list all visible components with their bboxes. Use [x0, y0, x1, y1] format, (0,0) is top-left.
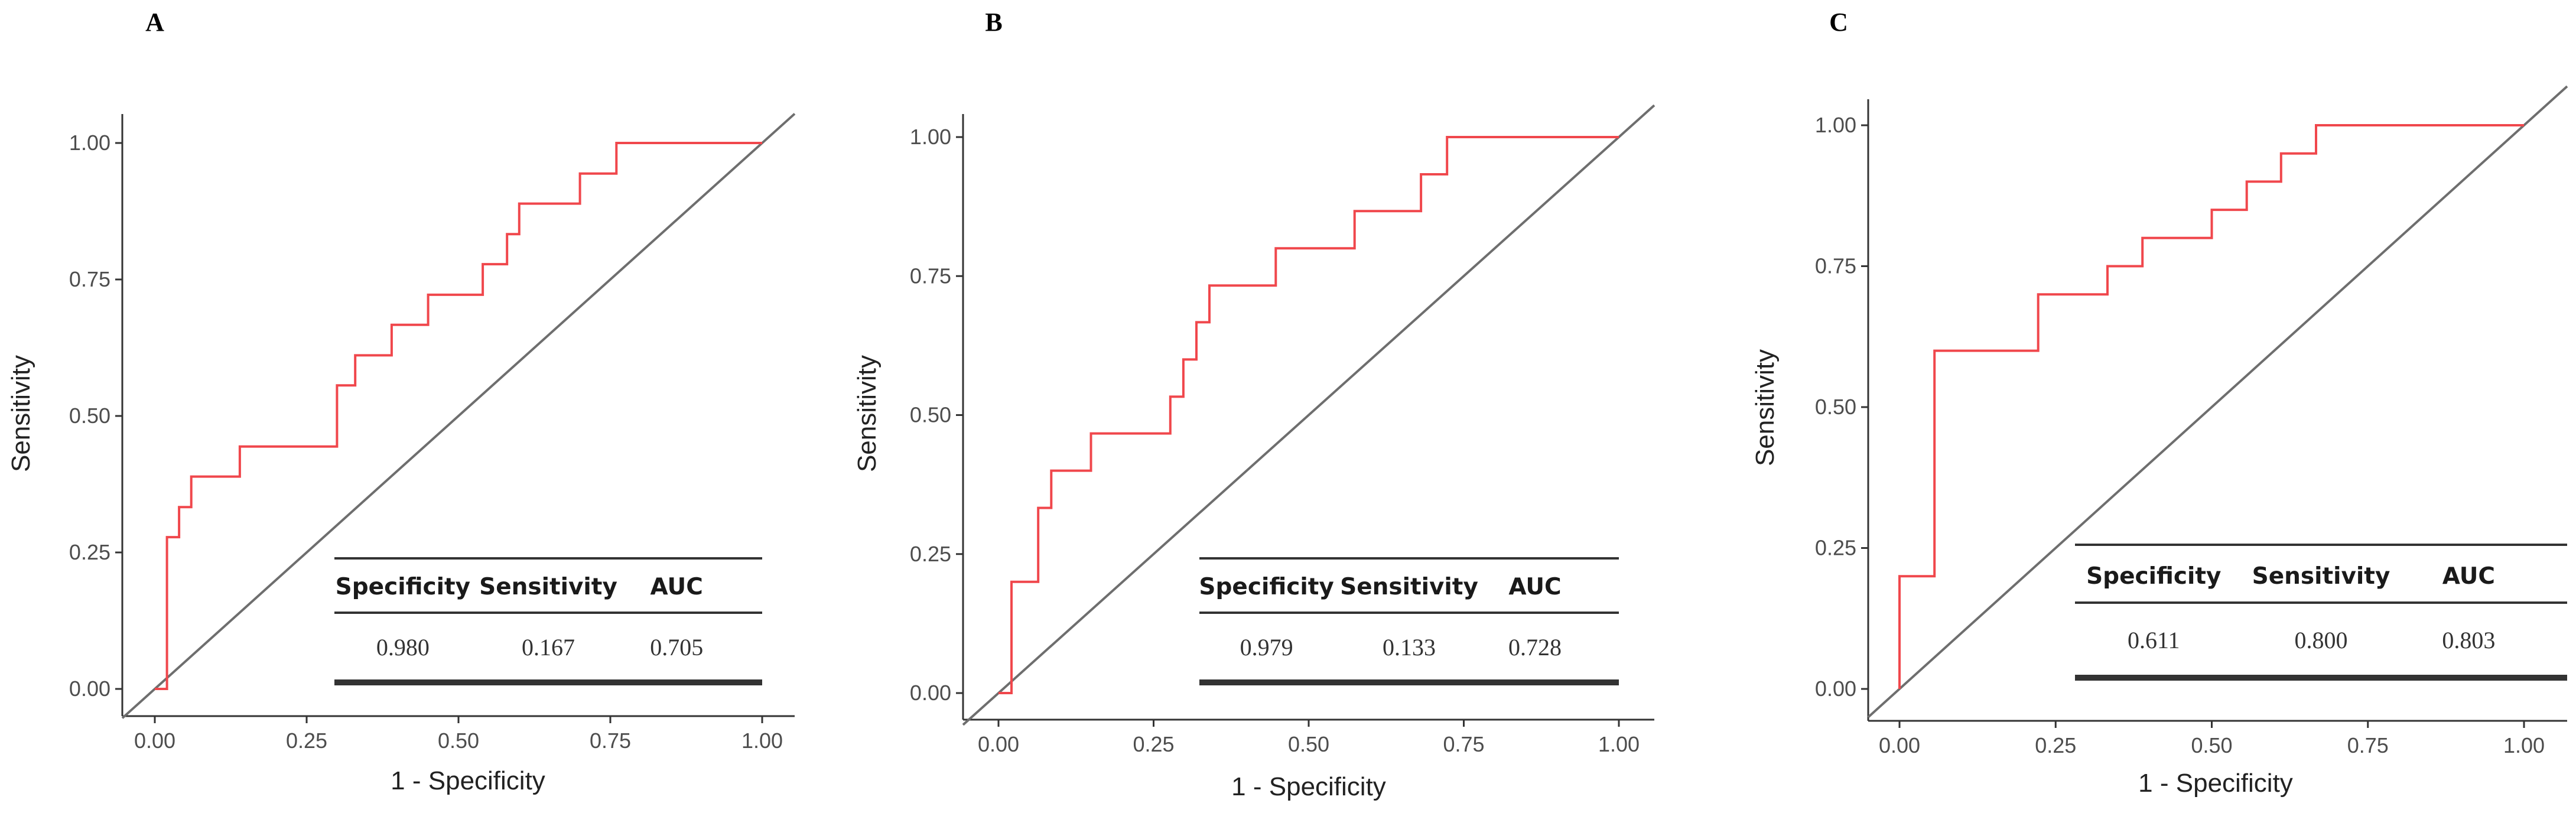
y-tick-label: 0.25	[69, 540, 110, 564]
table-value-sensitivity: 0.800	[2295, 627, 2348, 653]
y-axis-title: Sensitivity	[6, 355, 35, 472]
y-tick-label: 0.00	[910, 681, 951, 705]
panel-b: B 0.00 0.25 0.50 0.75 1.00 0.00 0.25 0.50 0.75 1.0…	[853, 8, 1655, 801]
x-tick-label: 1.00	[741, 729, 783, 753]
y-tick-label: 0.00	[69, 677, 110, 701]
table-header-specificity: Specificity	[2086, 563, 2221, 590]
y-tick-label: 0.50	[69, 404, 110, 428]
y-axis-title: Sensitivity	[853, 355, 882, 472]
x-axis-title: 1 - Specificity	[2138, 769, 2293, 798]
table-header-sensitivity: Sensitivity	[1340, 574, 1478, 600]
table-header-sensitivity: Sensitivity	[2252, 563, 2390, 590]
x-tick-label: 0.25	[2035, 733, 2076, 757]
y-tick-label: 1.00	[1815, 113, 1856, 137]
y-tick-label: 0.75	[1815, 254, 1856, 278]
x-tick-label: 1.00	[1598, 732, 1640, 756]
table-header-auc: AUC	[1508, 574, 1561, 600]
panel-letter: B	[985, 8, 1002, 37]
x-tick-label: 0.25	[1133, 732, 1174, 756]
table-value-specificity: 0.611	[2128, 627, 2180, 653]
x-axis-title: 1 - Specificity	[1231, 772, 1386, 801]
y-tick-label: 0.25	[1815, 536, 1856, 560]
x-tick-label: 1.00	[2503, 733, 2545, 757]
x-axis-title: 1 - Specificity	[391, 766, 545, 795]
y-axis-title: Sensitivity	[1751, 349, 1780, 466]
y-tick-label: 0.25	[910, 542, 951, 566]
x-tick-label: 0.50	[438, 729, 479, 753]
table-header-specificity: Specificity	[336, 574, 470, 600]
table-value-specificity: 0.979	[1240, 634, 1293, 661]
x-tick-label: 0.50	[2191, 733, 2232, 757]
y-tick-label: 1.00	[69, 131, 110, 155]
x-tick-label: 0.75	[2347, 733, 2389, 757]
metrics-table: Specificity Sensitivity AUC 0.980 0.167 0.705	[328, 555, 768, 691]
y-tick-label: 0.50	[1815, 395, 1856, 419]
x-tick-label: 0.00	[134, 729, 175, 753]
roc-curve	[1898, 124, 2524, 689]
panel-letter: C	[1829, 8, 1848, 37]
diagonal-reference-line	[121, 113, 796, 719]
diagonal-reference-line	[962, 104, 1655, 726]
x-tick-label: 0.50	[1288, 732, 1329, 756]
table-background	[1193, 555, 1625, 691]
metrics-table: Specificity Sensitivity AUC 0.979 0.133 0.728	[1193, 555, 1625, 691]
table-value-sensitivity: 0.133	[1383, 634, 1436, 661]
x-tick-label: 0.75	[1443, 732, 1484, 756]
table-value-auc: 0.803	[2442, 627, 2495, 653]
metrics-table: Specificity Sensitivity AUC 0.611 0.800 0.803	[2069, 541, 2573, 686]
table-header-sensitivity: Sensitivity	[479, 574, 617, 600]
x-tick-label: 0.25	[286, 729, 327, 753]
table-value-sensitivity: 0.167	[522, 634, 575, 661]
table-header-auc: AUC	[2442, 563, 2495, 590]
table-header-auc: AUC	[650, 574, 703, 600]
panel-a: A 0.00 0.25 0.50 0.75 1.00 0.00 0.25 0.50 0.75 1.0…	[6, 8, 796, 795]
y-tick-label: 0.00	[1815, 677, 1856, 701]
table-value-auc: 0.705	[650, 634, 703, 661]
panel-letter: A	[145, 8, 164, 37]
y-tick-label: 1.00	[910, 125, 951, 149]
table-background	[328, 555, 768, 691]
diagonal-reference-line	[1867, 85, 2568, 718]
roc-curve	[155, 142, 762, 690]
x-tick-label: 0.00	[1879, 733, 1920, 757]
panel-c: C 0.00 0.25 0.50 0.75 1.00 0.00 0.25 0.50 0.75 1.0…	[1751, 8, 2573, 798]
table-value-auc: 0.728	[1508, 634, 1562, 661]
roc-curve	[998, 136, 1619, 694]
y-tick-label: 0.75	[69, 267, 110, 291]
y-tick-label: 0.50	[910, 403, 951, 427]
x-tick-label: 0.75	[590, 729, 631, 753]
table-header-specificity: Specificity	[1199, 574, 1333, 600]
table-value-specificity: 0.980	[376, 634, 430, 661]
y-tick-label: 0.75	[910, 264, 951, 288]
x-tick-label: 0.00	[978, 732, 1019, 756]
table-background	[2069, 541, 2573, 686]
